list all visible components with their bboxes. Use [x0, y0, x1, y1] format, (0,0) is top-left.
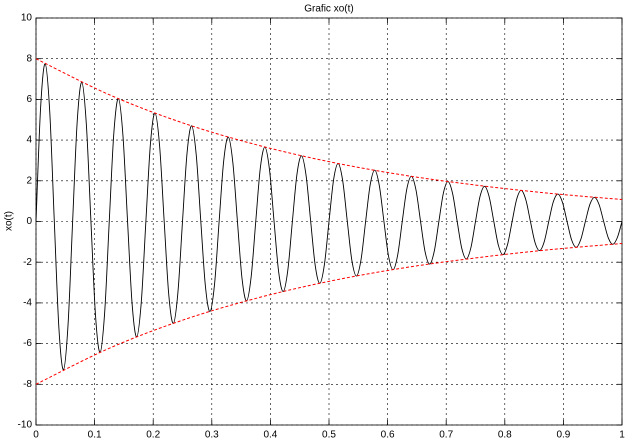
x-tick-label: 1: [619, 430, 625, 441]
x-tick-label: 0.2: [146, 430, 160, 441]
chart-title: Grafic xo(t): [304, 4, 353, 15]
x-tick-label: 0.6: [381, 430, 395, 441]
y-tick-label: 10: [21, 13, 33, 24]
y-tick-label: 4: [26, 135, 32, 146]
y-tick-label: 8: [26, 53, 32, 64]
y-axis-label: xo(t): [4, 211, 15, 231]
y-tick-label: -4: [23, 298, 32, 309]
x-tick-label: 0.4: [263, 430, 277, 441]
data-line: [35, 242, 623, 385]
y-tick-label: 0: [26, 216, 32, 227]
y-tick-label: -6: [23, 338, 32, 349]
x-tick-label: 0: [33, 430, 39, 441]
x-tick-label: 0.8: [498, 430, 512, 441]
y-tick-label: -2: [23, 257, 32, 268]
y-tick-label: -8: [23, 379, 32, 390]
data-line: [35, 58, 623, 201]
x-tick-label: 0.5: [322, 430, 336, 441]
y-tick-label: -10: [18, 420, 33, 431]
x-tick-label: 0.7: [439, 430, 453, 441]
x-tick-label: 0.9: [556, 430, 570, 441]
x-tick-label: 0.3: [205, 430, 219, 441]
x-tick-label: 0.1: [88, 430, 102, 441]
y-tick-label: 2: [26, 175, 32, 186]
y-tick-label: 6: [26, 94, 32, 105]
